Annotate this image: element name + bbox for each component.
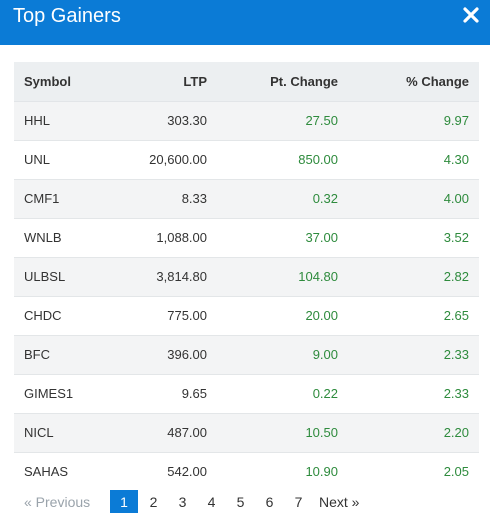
top-gainers-table-container: Symbol LTP Pt. Change % Change HHL 303.30… bbox=[14, 62, 479, 491]
symbol-cell[interactable]: CMF1 bbox=[14, 178, 114, 218]
symbol-cell[interactable]: UNL bbox=[14, 139, 114, 179]
table-row[interactable]: CHDC 775.00 20.00 2.65 bbox=[14, 295, 479, 335]
pct-change-cell: 2.33 bbox=[348, 334, 479, 374]
ltp-cell: 775.00 bbox=[114, 295, 217, 335]
pagination-page-2[interactable]: 2 bbox=[149, 493, 158, 510]
ltp-cell: 542.00 bbox=[114, 451, 217, 491]
pagination-page-3[interactable]: 3 bbox=[178, 493, 187, 510]
column-header-ltp[interactable]: LTP bbox=[114, 62, 217, 102]
pt-change-cell: 0.22 bbox=[217, 373, 348, 413]
top-gainers-table: Symbol LTP Pt. Change % Change HHL 303.30… bbox=[14, 62, 479, 491]
symbol-cell[interactable]: ULBSL bbox=[14, 256, 114, 296]
modal-title: Top Gainers bbox=[13, 5, 121, 27]
ltp-cell: 9.65 bbox=[114, 373, 217, 413]
pagination-page-7[interactable]: 7 bbox=[294, 493, 303, 510]
ltp-cell: 303.30 bbox=[114, 100, 217, 140]
pt-change-cell: 10.50 bbox=[217, 412, 348, 452]
column-header-pct-change[interactable]: % Change bbox=[348, 62, 479, 102]
ltp-cell: 3,814.80 bbox=[114, 256, 217, 296]
table-row[interactable]: ULBSL 3,814.80 104.80 2.82 bbox=[14, 256, 479, 296]
pt-change-cell: 10.90 bbox=[217, 451, 348, 491]
pt-change-cell: 27.50 bbox=[217, 100, 348, 140]
ltp-cell: 1,088.00 bbox=[114, 217, 217, 257]
pagination-next[interactable]: Next » bbox=[319, 493, 360, 510]
table-row[interactable]: NICL 487.00 10.50 2.20 bbox=[14, 412, 479, 452]
pct-change-cell: 4.30 bbox=[348, 139, 479, 179]
pct-change-cell: 2.05 bbox=[348, 451, 479, 491]
table-row[interactable]: HHL 303.30 27.50 9.97 bbox=[14, 100, 479, 140]
pt-change-cell: 20.00 bbox=[217, 295, 348, 335]
pagination: « Previous 1 2 3 4 5 6 7 Next » bbox=[14, 490, 373, 513]
table-row[interactable]: SAHAS 542.00 10.90 2.05 bbox=[14, 451, 479, 491]
pct-change-cell: 9.97 bbox=[348, 100, 479, 140]
symbol-cell[interactable]: GIMES1 bbox=[14, 373, 114, 413]
pct-change-cell: 3.52 bbox=[348, 217, 479, 257]
pct-change-cell: 2.82 bbox=[348, 256, 479, 296]
ltp-cell: 396.00 bbox=[114, 334, 217, 374]
symbol-cell[interactable]: BFC bbox=[14, 334, 114, 374]
ltp-cell: 8.33 bbox=[114, 178, 217, 218]
pt-change-cell: 104.80 bbox=[217, 256, 348, 296]
pagination-page-1[interactable]: 1 bbox=[110, 490, 138, 513]
pct-change-cell: 2.20 bbox=[348, 412, 479, 452]
pt-change-cell: 37.00 bbox=[217, 217, 348, 257]
pagination-page-4[interactable]: 4 bbox=[207, 493, 216, 510]
table-row[interactable]: WNLB 1,088.00 37.00 3.52 bbox=[14, 217, 479, 257]
pagination-page-5[interactable]: 5 bbox=[236, 493, 245, 510]
pct-change-cell: 4.00 bbox=[348, 178, 479, 218]
symbol-cell[interactable]: CHDC bbox=[14, 295, 114, 335]
column-header-pt-change[interactable]: Pt. Change bbox=[217, 62, 348, 102]
symbol-cell[interactable]: SAHAS bbox=[14, 451, 114, 491]
pagination-previous[interactable]: « Previous bbox=[24, 493, 91, 510]
table-header-row: Symbol LTP Pt. Change % Change bbox=[14, 62, 479, 102]
symbol-cell[interactable]: NICL bbox=[14, 412, 114, 452]
pt-change-cell: 850.00 bbox=[217, 139, 348, 179]
pt-change-cell: 0.32 bbox=[217, 178, 348, 218]
table-row[interactable]: CMF1 8.33 0.32 4.00 bbox=[14, 178, 479, 218]
symbol-cell[interactable]: WNLB bbox=[14, 217, 114, 257]
table-row[interactable]: UNL 20,600.00 850.00 4.30 bbox=[14, 139, 479, 179]
pt-change-cell: 9.00 bbox=[217, 334, 348, 374]
ltp-cell: 20,600.00 bbox=[114, 139, 217, 179]
table-row[interactable]: BFC 396.00 9.00 2.33 bbox=[14, 334, 479, 374]
modal-header: Top Gainers bbox=[0, 0, 490, 45]
pct-change-cell: 2.65 bbox=[348, 295, 479, 335]
column-header-symbol[interactable]: Symbol bbox=[14, 62, 114, 102]
symbol-cell[interactable]: HHL bbox=[14, 100, 114, 140]
ltp-cell: 487.00 bbox=[114, 412, 217, 452]
pagination-page-6[interactable]: 6 bbox=[265, 493, 274, 510]
close-icon[interactable] bbox=[462, 6, 480, 24]
pct-change-cell: 2.33 bbox=[348, 373, 479, 413]
table-row[interactable]: GIMES1 9.65 0.22 2.33 bbox=[14, 373, 479, 413]
